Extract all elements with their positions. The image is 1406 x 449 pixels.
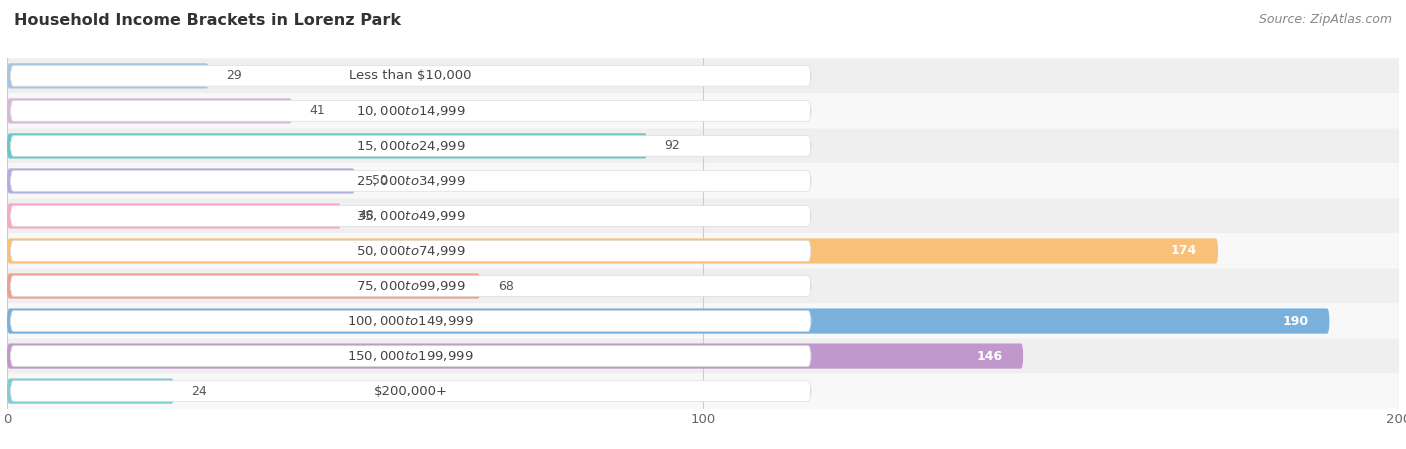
FancyBboxPatch shape — [10, 206, 811, 226]
FancyBboxPatch shape — [10, 241, 811, 261]
FancyBboxPatch shape — [7, 98, 292, 123]
Text: $50,000 to $74,999: $50,000 to $74,999 — [356, 244, 465, 258]
Text: 174: 174 — [1171, 245, 1197, 257]
FancyBboxPatch shape — [7, 379, 174, 404]
Text: 68: 68 — [498, 280, 513, 292]
FancyBboxPatch shape — [10, 276, 811, 296]
Text: $25,000 to $34,999: $25,000 to $34,999 — [356, 174, 465, 188]
FancyBboxPatch shape — [7, 93, 1399, 128]
Text: Household Income Brackets in Lorenz Park: Household Income Brackets in Lorenz Park — [14, 13, 401, 28]
FancyBboxPatch shape — [7, 233, 1399, 269]
FancyBboxPatch shape — [7, 308, 1330, 334]
FancyBboxPatch shape — [7, 203, 342, 229]
FancyBboxPatch shape — [7, 273, 481, 299]
Text: 190: 190 — [1282, 315, 1309, 327]
FancyBboxPatch shape — [7, 58, 1399, 93]
FancyBboxPatch shape — [7, 128, 1399, 163]
Text: 29: 29 — [226, 70, 242, 82]
Text: 92: 92 — [665, 140, 681, 152]
Text: $200,000+: $200,000+ — [374, 385, 447, 397]
FancyBboxPatch shape — [10, 346, 811, 366]
Text: 50: 50 — [373, 175, 388, 187]
FancyBboxPatch shape — [10, 311, 811, 331]
FancyBboxPatch shape — [7, 374, 1399, 409]
Text: Source: ZipAtlas.com: Source: ZipAtlas.com — [1258, 13, 1392, 26]
FancyBboxPatch shape — [7, 343, 1024, 369]
Text: Less than $10,000: Less than $10,000 — [350, 70, 472, 82]
FancyBboxPatch shape — [7, 238, 1218, 264]
FancyBboxPatch shape — [7, 163, 1399, 198]
Text: 24: 24 — [191, 385, 207, 397]
FancyBboxPatch shape — [7, 168, 354, 194]
Text: $10,000 to $14,999: $10,000 to $14,999 — [356, 104, 465, 118]
FancyBboxPatch shape — [7, 63, 209, 88]
Text: $75,000 to $99,999: $75,000 to $99,999 — [356, 279, 465, 293]
FancyBboxPatch shape — [7, 304, 1399, 339]
FancyBboxPatch shape — [7, 133, 647, 158]
FancyBboxPatch shape — [7, 339, 1399, 374]
FancyBboxPatch shape — [10, 171, 811, 191]
FancyBboxPatch shape — [10, 66, 811, 86]
Text: $100,000 to $149,999: $100,000 to $149,999 — [347, 314, 474, 328]
FancyBboxPatch shape — [7, 198, 1399, 233]
Text: $150,000 to $199,999: $150,000 to $199,999 — [347, 349, 474, 363]
FancyBboxPatch shape — [10, 101, 811, 121]
FancyBboxPatch shape — [10, 136, 811, 156]
FancyBboxPatch shape — [10, 381, 811, 401]
Text: 41: 41 — [309, 105, 326, 117]
Text: $15,000 to $24,999: $15,000 to $24,999 — [356, 139, 465, 153]
Text: 146: 146 — [976, 350, 1002, 362]
FancyBboxPatch shape — [7, 269, 1399, 304]
Text: 48: 48 — [359, 210, 374, 222]
Text: $35,000 to $49,999: $35,000 to $49,999 — [356, 209, 465, 223]
